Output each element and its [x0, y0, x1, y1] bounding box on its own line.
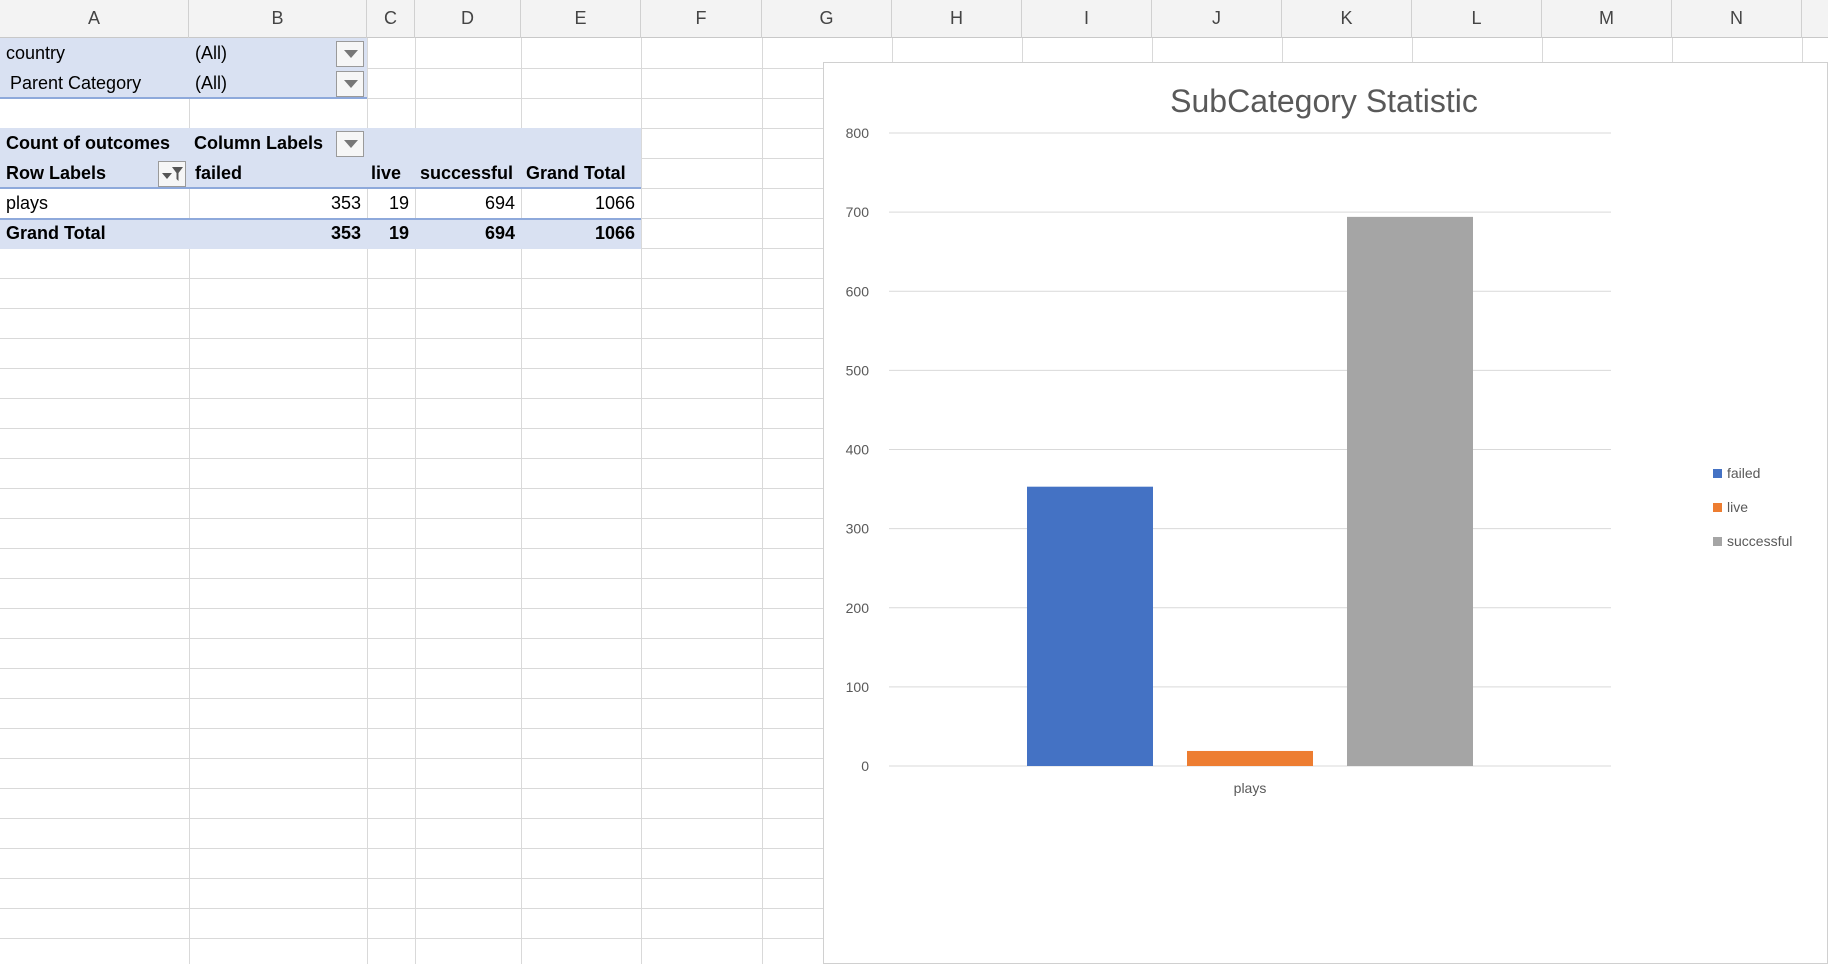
- y-tick-label: 600: [846, 283, 870, 299]
- legend-swatch-failed: [1713, 469, 1722, 478]
- grid-column-line: [641, 38, 642, 964]
- filter-label-parent-category: Parent Category: [10, 73, 142, 93]
- pivot-total-topline: [0, 218, 641, 220]
- pivot-row-labels: Row Labels: [6, 163, 107, 183]
- bar-chart[interactable]: SubCategory Statistic 0 100 200 300 400 500 60…: [823, 62, 1828, 964]
- bar-successful: [1347, 216, 1473, 766]
- column-header-i[interactable]: I: [1022, 0, 1152, 38]
- pivot-total-grand-total[interactable]: 1066: [594, 223, 635, 243]
- chevron-down-icon: [344, 80, 358, 88]
- y-tick-label: 300: [846, 521, 870, 537]
- legend-swatch-successful: [1713, 537, 1722, 546]
- pivot-header-successful: successful: [420, 163, 514, 183]
- column-header-bar: A B C D E F G H I J K L M N: [0, 0, 1828, 38]
- y-tick-label: 400: [846, 442, 870, 458]
- column-header-k[interactable]: K: [1282, 0, 1412, 38]
- pivot-values-label: Count of outcomes: [6, 133, 170, 153]
- pivot-header-failed: failed: [195, 163, 243, 183]
- column-header-f[interactable]: F: [641, 0, 762, 38]
- pivot-header-underline: [0, 187, 641, 189]
- pivot-row-label[interactable]: plays: [6, 193, 49, 213]
- pivot-total-successful[interactable]: 694: [484, 223, 515, 243]
- chevron-down-icon: [344, 50, 358, 58]
- pivot-column-labels: Column Labels: [194, 133, 324, 153]
- chevron-down-icon: [162, 173, 172, 179]
- country-filter-dropdown[interactable]: [336, 41, 364, 67]
- grid-column-line: [762, 38, 763, 964]
- y-tick-label: 0: [861, 758, 869, 774]
- x-tick-label: plays: [1234, 780, 1267, 796]
- pivot-total-live[interactable]: 19: [388, 223, 409, 243]
- filter-funnel-icon: [172, 167, 183, 181]
- y-tick-label: 500: [846, 362, 870, 378]
- pivot-total-shade: [0, 219, 641, 249]
- grid-column-line: [189, 38, 190, 964]
- column-header-a[interactable]: A: [0, 0, 189, 38]
- legend-swatch-live: [1713, 503, 1722, 512]
- filter-area-shade: [0, 38, 367, 98]
- pivot-total-failed[interactable]: 353: [330, 223, 361, 243]
- y-tick-label: 200: [846, 600, 870, 616]
- row-labels-filter-button[interactable]: [158, 161, 186, 187]
- column-header-e[interactable]: E: [521, 0, 641, 38]
- column-header-d[interactable]: D: [415, 0, 521, 38]
- pivot-cell-successful[interactable]: 694: [484, 193, 515, 213]
- pivot-cell-failed[interactable]: 353: [330, 193, 361, 213]
- column-header-b[interactable]: B: [189, 0, 367, 38]
- filter-value-parent-category[interactable]: (All): [195, 73, 227, 93]
- pivot-cell-grand-total[interactable]: 1066: [594, 193, 635, 213]
- filter-value-country[interactable]: (All): [195, 43, 227, 63]
- legend-label-successful: successful: [1727, 533, 1792, 549]
- column-header-j[interactable]: J: [1152, 0, 1282, 38]
- grid-column-line: [367, 38, 368, 964]
- pivot-header-live: live: [371, 163, 402, 183]
- chart-title: SubCategory Statistic: [1170, 83, 1478, 119]
- column-header-c[interactable]: C: [367, 0, 415, 38]
- grid-column-line: [521, 38, 522, 964]
- column-header-n[interactable]: N: [1672, 0, 1802, 38]
- column-header-l[interactable]: L: [1412, 0, 1542, 38]
- parent-category-filter-dropdown[interactable]: [336, 71, 364, 97]
- y-tick-label: 800: [846, 125, 870, 141]
- column-header-g[interactable]: G: [762, 0, 892, 38]
- chevron-down-icon: [344, 140, 358, 148]
- grid-column-line: [415, 38, 416, 964]
- pivot-cell-live[interactable]: 19: [388, 193, 409, 213]
- bar-live: [1187, 750, 1313, 766]
- column-labels-dropdown[interactable]: [336, 131, 364, 157]
- filter-label-country: country: [6, 43, 66, 63]
- column-header-m[interactable]: M: [1542, 0, 1672, 38]
- y-tick-label: 100: [846, 679, 870, 695]
- y-tick-label: 700: [846, 204, 870, 220]
- chart-canvas: SubCategory Statistic 0 100 200 300 400 500 60…: [846, 83, 1793, 796]
- pivot-header-grand-total: Grand Total: [526, 163, 626, 183]
- pivot-grand-total-label[interactable]: Grand Total: [6, 223, 106, 243]
- column-header-h[interactable]: H: [892, 0, 1022, 38]
- legend-label-failed: failed: [1727, 465, 1760, 481]
- pivot-header-shade: [0, 128, 641, 188]
- bar-failed: [1027, 486, 1153, 766]
- legend-label-live: live: [1727, 499, 1748, 515]
- filter-area-underline: [0, 97, 367, 99]
